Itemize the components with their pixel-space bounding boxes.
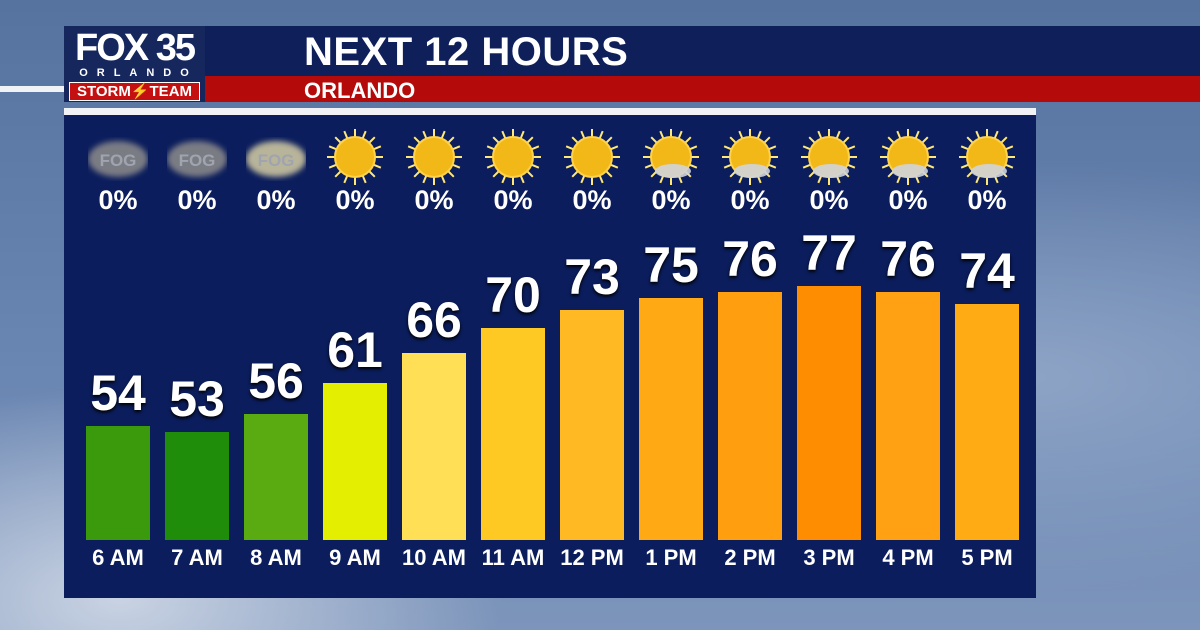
hour-label: 3 PM <box>803 545 855 570</box>
temperature-bar <box>402 352 466 540</box>
forecast-column: 0% 76 4 PM <box>876 115 940 598</box>
decor-line <box>0 86 64 92</box>
svg-text:FOG: FOG <box>179 151 216 170</box>
temperature-label: 66 <box>406 291 462 348</box>
partly-sunny-icon <box>799 127 859 187</box>
hour-label: 5 PM <box>961 545 1013 570</box>
temperature-bar <box>481 328 545 540</box>
hour-label: 12 PM <box>560 545 624 570</box>
hour-label: 11 AM <box>481 545 545 570</box>
partly-sunny-icon <box>641 127 701 187</box>
hour-label: 6 AM <box>92 545 144 570</box>
partly-sunny-icon <box>878 127 938 187</box>
forecast-column: 0% 73 12 PM <box>560 115 624 598</box>
forecast-column: 0% 66 10 AM <box>402 115 466 598</box>
precip-chance: 0% <box>414 185 454 215</box>
svg-text:FOG: FOG <box>100 151 137 170</box>
location-label: ORLANDO <box>304 78 416 103</box>
sun-icon <box>404 127 464 187</box>
precip-chance: 0% <box>572 185 612 215</box>
logo-city: ORLANDO <box>79 67 198 79</box>
forecast-column: FOG 0% 56 8 AM <box>244 115 308 598</box>
precip-chance: 0% <box>730 185 770 215</box>
subtitle-bar <box>205 76 1200 102</box>
temperature-label: 54 <box>90 364 146 421</box>
forecast-column: FOG 0% 53 7 AM <box>165 115 229 598</box>
forecast-column: 0% 70 11 AM <box>481 115 545 598</box>
temperature-label: 53 <box>169 370 225 427</box>
forecast-column: FOG 0% 54 6 AM <box>86 115 150 598</box>
precip-chance: 0% <box>335 185 375 215</box>
precip-chance: 0% <box>493 185 533 215</box>
temperature-label: 61 <box>327 322 383 379</box>
temperature-bar <box>165 431 229 540</box>
sun-icon <box>325 127 385 187</box>
divider <box>64 108 1036 115</box>
forecast-column: 0% 77 3 PM <box>797 115 861 598</box>
temperature-bar <box>797 285 861 540</box>
page-title: NEXT 12 HOURS <box>304 30 629 74</box>
hour-label: 9 AM <box>329 545 381 570</box>
fog-icon: FOG <box>88 127 148 187</box>
temperature-label: 73 <box>564 249 620 306</box>
precip-chance: 0% <box>809 185 849 215</box>
partly-sunny-icon <box>720 127 780 187</box>
forecast-column: 0% 75 1 PM <box>639 115 703 598</box>
hour-label: 2 PM <box>724 545 776 570</box>
temperature-label: 56 <box>248 352 304 409</box>
temperature-bar <box>639 298 703 540</box>
precip-chance: 0% <box>888 185 928 215</box>
fog-icon: FOG <box>167 127 227 187</box>
temperature-label: 70 <box>485 267 541 324</box>
precip-chance: 0% <box>177 185 217 215</box>
hour-label: 8 AM <box>250 545 302 570</box>
svg-text:FOG: FOG <box>258 151 295 170</box>
temperature-label: 74 <box>959 243 1015 300</box>
title-bar <box>205 26 1200 76</box>
precip-chance: 0% <box>651 185 691 215</box>
forecast-column: 0% 74 5 PM <box>955 115 1019 598</box>
temperature-bar <box>244 413 308 540</box>
temperature-bar <box>876 291 940 540</box>
temperature-label: 77 <box>801 224 857 281</box>
fox35-logo: FOX 35 ORLANDO STORM⚡TEAM <box>64 26 205 102</box>
sun-icon <box>483 127 543 187</box>
sun-icon <box>562 127 622 187</box>
temperature-bar <box>955 304 1019 540</box>
temperature-bar <box>86 425 150 540</box>
hour-label: 4 PM <box>882 545 934 570</box>
hour-label: 10 AM <box>402 545 466 570</box>
temperature-bar <box>323 383 387 540</box>
forecast-chart: FOG 0% 54 6 AM FOG 0% 53 7 AM FOG 0% 56 8 AM 0% 61 9 A… <box>64 115 1036 598</box>
logo-stormteam: STORM⚡TEAM <box>69 82 200 101</box>
precip-chance: 0% <box>256 185 296 215</box>
temperature-label: 75 <box>643 237 699 294</box>
forecast-column: 0% 76 2 PM <box>718 115 782 598</box>
partly-sunny-icon <box>957 127 1017 187</box>
fog-icon: FOG <box>246 127 306 187</box>
precip-chance: 0% <box>98 185 138 215</box>
temperature-label: 76 <box>880 230 936 287</box>
forecast-column: 0% 61 9 AM <box>323 115 387 598</box>
hour-label: 1 PM <box>645 545 697 570</box>
temperature-label: 76 <box>722 230 778 287</box>
precip-chance: 0% <box>967 185 1007 215</box>
logo-text: FOX 35 <box>75 27 196 69</box>
temperature-bar <box>718 291 782 540</box>
hour-label: 7 AM <box>171 545 223 570</box>
temperature-bar <box>560 310 624 540</box>
